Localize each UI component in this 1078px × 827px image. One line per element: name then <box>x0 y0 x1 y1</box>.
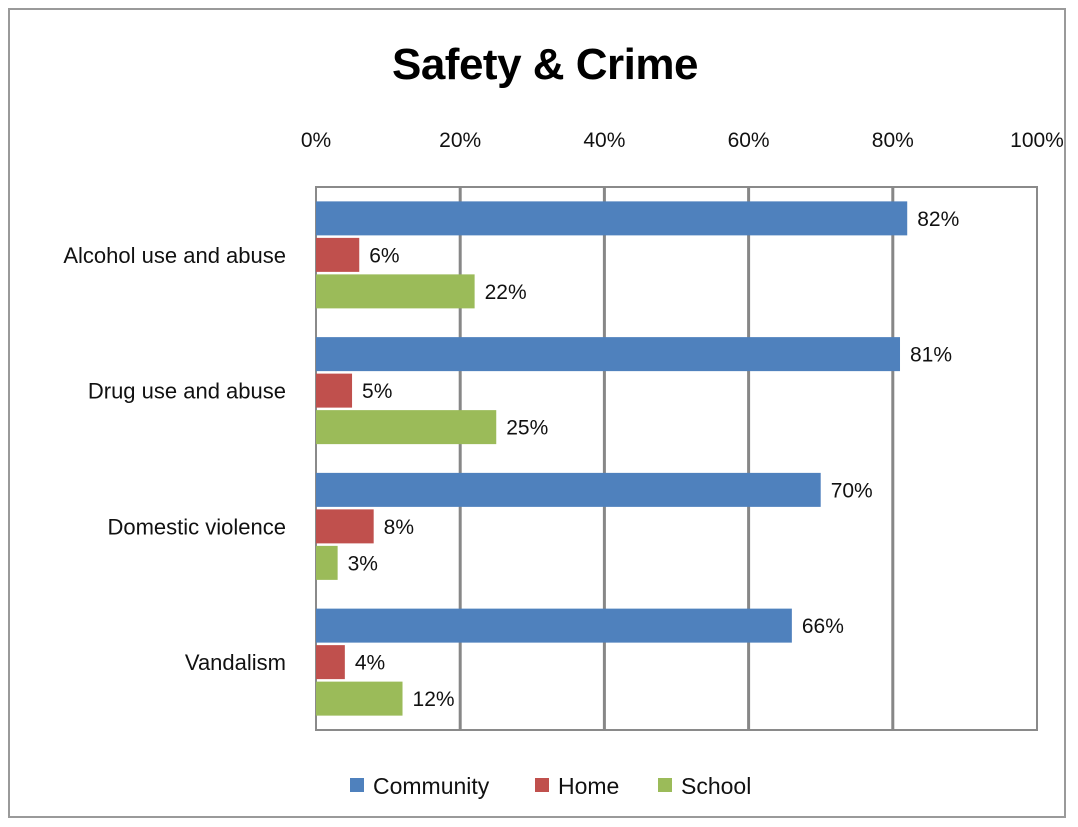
legend-swatch-community <box>350 778 364 792</box>
x-tick-label: 40% <box>583 129 625 152</box>
category-label-drug-use-and-abuse: Drug use and abuse <box>88 379 286 404</box>
category-label-vandalism: Vandalism <box>185 650 286 675</box>
data-label-home-alcohol-use-and-abuse: 6% <box>369 244 399 267</box>
x-tick-label: 100% <box>1010 129 1064 152</box>
data-label-community-domestic-violence: 70% <box>831 479 873 502</box>
data-label-home-drug-use-and-abuse: 5% <box>362 380 392 403</box>
category-label-domestic-violence: Domestic violence <box>107 514 286 539</box>
bar-community-domestic-violence[interactable] <box>316 472 821 507</box>
legend-label-community: Community <box>373 773 490 799</box>
bar-school-domestic-violence[interactable] <box>316 545 338 580</box>
legend-swatch-school <box>658 778 672 792</box>
bar-school-drug-use-and-abuse[interactable] <box>316 410 497 445</box>
x-tick-label: 80% <box>872 129 914 152</box>
legend-label-school: School <box>681 773 751 799</box>
bar-home-domestic-violence[interactable] <box>316 509 374 544</box>
bar-community-alcohol-use-and-abuse[interactable] <box>316 201 908 236</box>
data-label-community-drug-use-and-abuse: 81% <box>910 344 952 367</box>
bar-school-vandalism[interactable] <box>316 681 403 716</box>
bar-school-alcohol-use-and-abuse[interactable] <box>316 274 475 309</box>
x-tick-label: 0% <box>301 129 331 152</box>
bar-home-vandalism[interactable] <box>316 645 345 680</box>
bar-home-drug-use-and-abuse[interactable] <box>316 373 353 408</box>
bar-community-vandalism[interactable] <box>316 608 792 643</box>
legend-swatch-home <box>535 778 549 792</box>
data-label-community-alcohol-use-and-abuse: 82% <box>917 208 959 231</box>
data-label-school-alcohol-use-and-abuse: 22% <box>485 281 527 304</box>
chart-title: Safety & Crime <box>391 40 699 89</box>
data-label-school-domestic-violence: 3% <box>348 552 378 575</box>
x-tick-label: 60% <box>728 129 770 152</box>
bar-home-alcohol-use-and-abuse[interactable] <box>316 237 360 272</box>
legend-label-home: Home <box>558 773 619 799</box>
bar-community-drug-use-and-abuse[interactable] <box>316 337 901 372</box>
x-tick-label: 20% <box>439 129 481 152</box>
data-label-school-vandalism: 12% <box>413 688 455 711</box>
data-label-home-domestic-violence: 8% <box>384 516 414 539</box>
data-label-school-drug-use-and-abuse: 25% <box>506 417 548 440</box>
category-label-alcohol-use-and-abuse: Alcohol use and abuse <box>63 243 286 268</box>
plot-area <box>315 186 1038 731</box>
data-label-home-vandalism: 4% <box>355 652 385 675</box>
data-label-community-vandalism: 66% <box>802 615 844 638</box>
